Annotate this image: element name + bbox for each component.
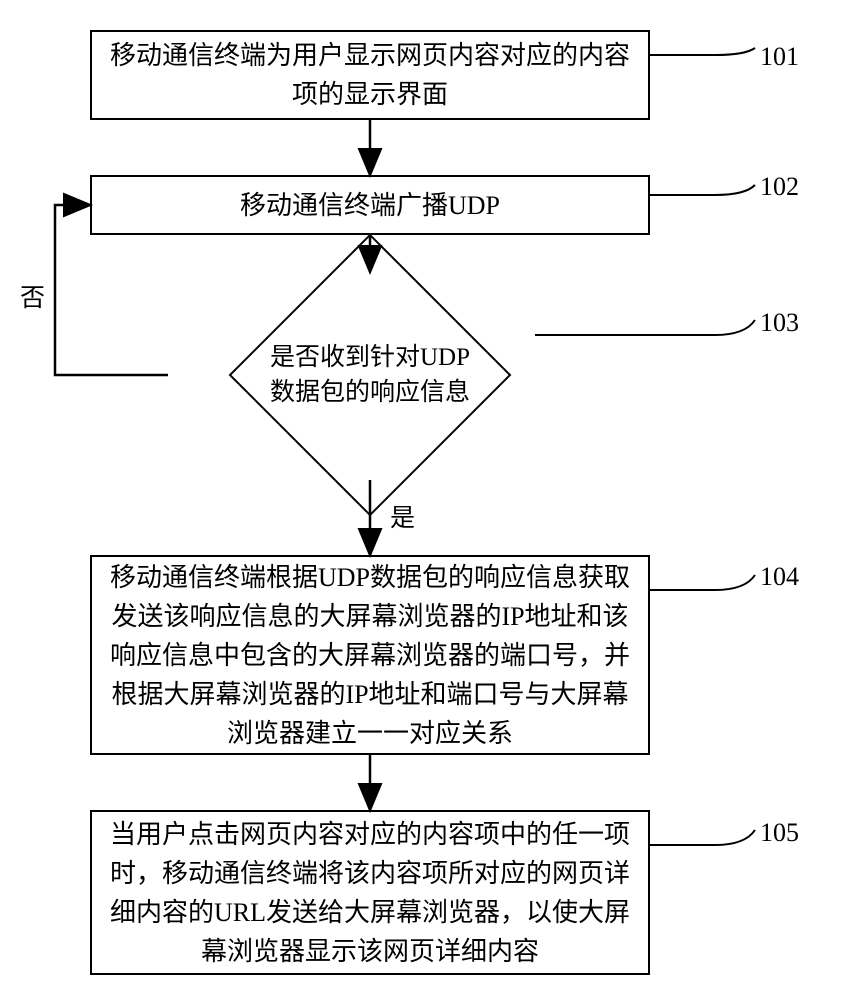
flowchart-canvas: 移动通信终端为用户显示网页内容对应的内容项的显示界面 101 移动通信终端广播U… <box>0 0 855 1000</box>
step-105-label: 105 <box>760 818 799 848</box>
leader-102 <box>650 185 755 195</box>
step-101-text: 移动通信终端为用户显示网页内容对应的内容项的显示界面 <box>108 36 632 114</box>
decision-103-shape <box>229 234 512 517</box>
step-105-text: 当用户点击网页内容对应的内容项中的任一项时，移动通信终端将该内容项所对应的网页详… <box>108 815 632 971</box>
leader-105 <box>650 830 755 845</box>
edge-yes-label: 是 <box>390 498 415 534</box>
step-102-box: 移动通信终端广播UDP <box>90 175 650 235</box>
step-101-label: 101 <box>760 42 799 72</box>
edge-no-label: 否 <box>20 278 45 314</box>
decision-103-label: 103 <box>760 308 799 338</box>
step-102-text: 移动通信终端广播UDP <box>240 186 500 225</box>
step-102-label: 102 <box>760 172 799 202</box>
leader-104 <box>650 575 755 590</box>
step-101-box: 移动通信终端为用户显示网页内容对应的内容项的显示界面 <box>90 30 650 120</box>
leader-103 <box>535 320 755 335</box>
leader-101 <box>650 48 755 55</box>
step-104-text: 移动通信终端根据UDP数据包的响应信息获取发送该响应信息的大屏幕浏览器的IP地址… <box>108 558 632 753</box>
step-104-box: 移动通信终端根据UDP数据包的响应信息获取发送该响应信息的大屏幕浏览器的IP地址… <box>90 555 650 755</box>
step-105-box: 当用户点击网页内容对应的内容项中的任一项时，移动通信终端将该内容项所对应的网页详… <box>90 810 650 975</box>
step-104-label: 104 <box>760 562 799 592</box>
